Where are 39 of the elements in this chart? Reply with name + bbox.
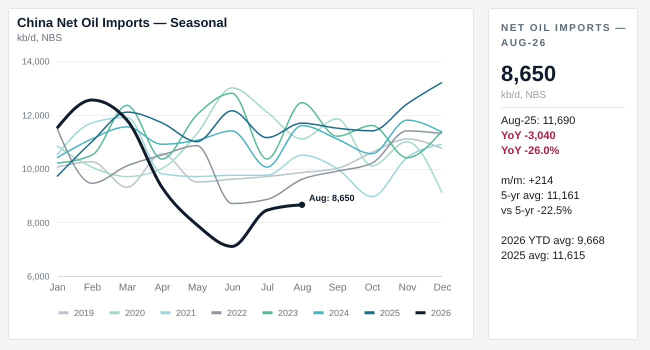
x-tick-label: Aug bbox=[294, 282, 312, 294]
chart-title: China Net Oil Imports — Seasonal bbox=[17, 15, 228, 30]
y-tick-label: 14,000 bbox=[22, 56, 50, 66]
text: m/m: +214 bbox=[501, 174, 554, 189]
x-tick-label: Dec bbox=[434, 282, 452, 294]
legend-label: 2019 bbox=[74, 308, 94, 318]
text: 5-yr avg: 11,161 bbox=[501, 189, 581, 204]
legend-label: 2026 bbox=[431, 308, 452, 318]
y-tick-label: 6,000 bbox=[26, 272, 50, 282]
x-tick-label: Mar bbox=[118, 282, 137, 294]
text: 2025 avg: 11,615 bbox=[501, 249, 586, 264]
y-tick-label: 12,000 bbox=[22, 110, 50, 120]
y-tick-label: 8,000 bbox=[26, 218, 50, 228]
legend-label: 2021 bbox=[176, 308, 196, 318]
x-tick-label: Jan bbox=[49, 282, 66, 294]
x-tick-label: May bbox=[188, 282, 207, 294]
text: vs 5-yr -22.5% bbox=[501, 204, 573, 219]
annotation: Aug: 8,650 bbox=[309, 192, 355, 203]
x-tick-label: Oct bbox=[364, 282, 380, 294]
x-tick-label: Jun bbox=[224, 282, 241, 294]
text: kb/d, NBS bbox=[501, 90, 625, 108]
text: 8,650 bbox=[501, 61, 558, 87]
text: YoY -3,040 bbox=[501, 129, 557, 144]
x-tick-label: Apr bbox=[154, 282, 171, 294]
legend-label: 2024 bbox=[329, 308, 350, 318]
text: Aug-25: 11,690 bbox=[501, 114, 576, 129]
text: 2026 YTD avg: 9,668 bbox=[501, 234, 606, 249]
legend-label: 2023 bbox=[278, 308, 298, 318]
y-tick-label: 10,000 bbox=[22, 164, 50, 174]
legend-label: 2022 bbox=[227, 308, 248, 318]
x-tick-label: Nov bbox=[398, 282, 416, 294]
text: YoY -26.0% bbox=[501, 144, 560, 159]
x-tick-label: Jul bbox=[261, 282, 274, 294]
legend-label: 2025 bbox=[380, 308, 400, 318]
chart-subtitle: kb/d, NBS bbox=[17, 33, 62, 44]
legend-label: 2020 bbox=[125, 308, 146, 318]
x-tick-label: Feb bbox=[84, 282, 102, 294]
text: NET OIL IMPORTS — AUG-26 bbox=[501, 22, 628, 51]
x-tick-label: Sep bbox=[328, 282, 347, 294]
